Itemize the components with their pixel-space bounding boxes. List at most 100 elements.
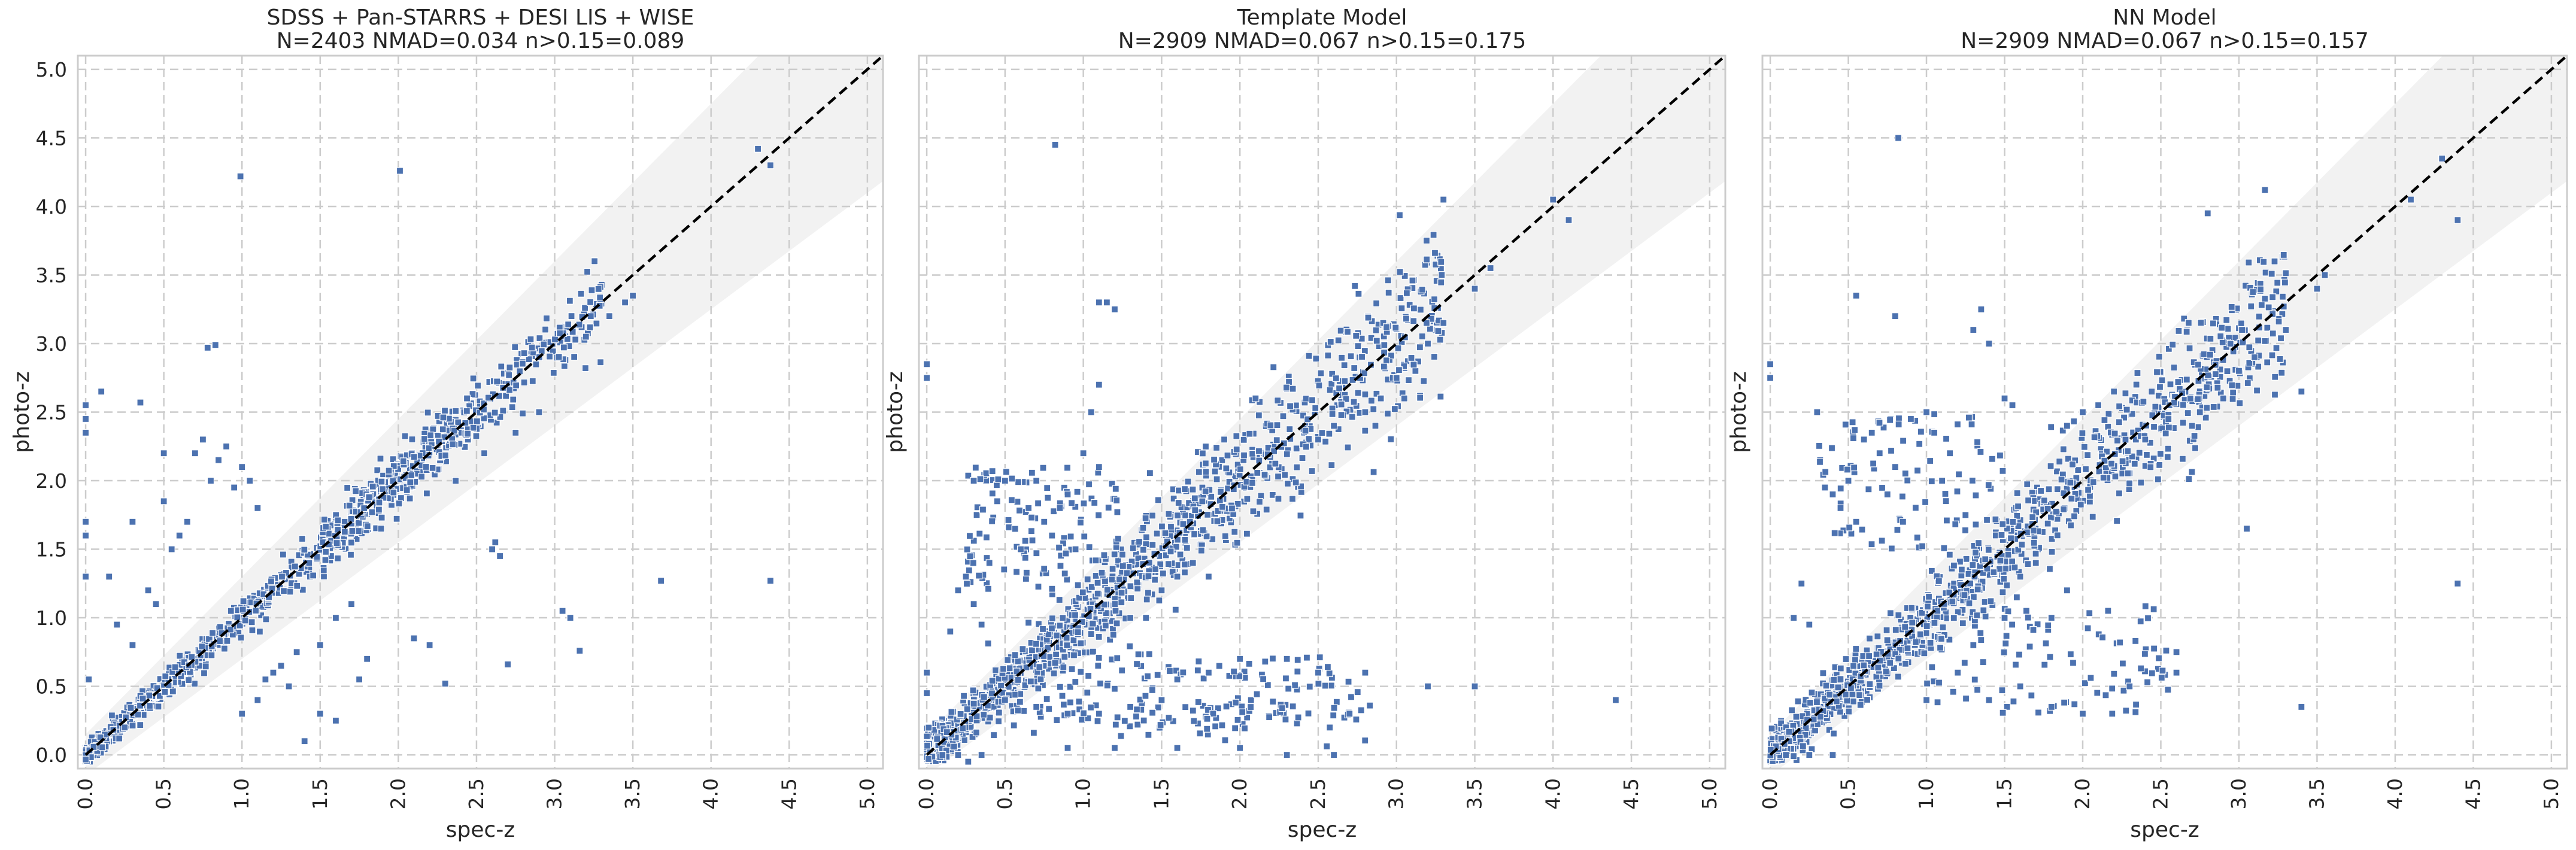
scatter-point [1979, 658, 1987, 666]
scatter-point [1294, 667, 1301, 675]
scatter-point [2116, 639, 2124, 646]
scatter-point [1001, 696, 1009, 704]
scatter-point [2164, 445, 2172, 453]
scatter-point [2156, 450, 2164, 458]
scatter-point [1372, 422, 1379, 430]
scatter-point [1126, 642, 1134, 650]
scatter-point [1612, 696, 1620, 704]
scatter-point [1299, 412, 1307, 420]
scatter-point [754, 145, 762, 153]
scatter-point [2223, 368, 2231, 375]
scatter-point [2272, 287, 2280, 295]
scatter-point [211, 341, 219, 349]
scatter-point [254, 504, 262, 512]
scatter-point [293, 582, 301, 590]
scatter-point [1931, 619, 1938, 627]
scatter-point [1913, 467, 1922, 475]
scatter-point [1095, 381, 1103, 388]
scatter-point [2190, 432, 2198, 440]
x-tick-label: 2.5 [2149, 778, 2172, 809]
scatter-point [532, 360, 540, 368]
scatter-point [1402, 315, 1410, 323]
scatter-point [2269, 330, 2277, 338]
scatter-points [1766, 134, 2462, 766]
x-tick-label: 0.0 [915, 778, 938, 809]
scatter-point [1430, 231, 1437, 239]
scatter-point [1886, 659, 1894, 667]
scatter-point [1317, 369, 1325, 377]
scatter-point [2173, 648, 2180, 656]
scatter-point [1395, 366, 1403, 374]
scatter-point [1051, 659, 1059, 667]
scatter-point [1370, 405, 1377, 413]
scatter-point [2219, 394, 2227, 402]
scatter-point [924, 755, 933, 763]
scatter-point [322, 523, 330, 530]
scatter-point [1134, 721, 1142, 728]
scatter-point [1214, 507, 1222, 515]
scatter-point [2068, 460, 2077, 468]
scatter-point [1112, 721, 1119, 728]
scatter-point [2044, 505, 2052, 512]
scatter-point [1060, 663, 1067, 671]
scatter-point [1876, 682, 1883, 690]
scatter-point [587, 298, 594, 306]
scatter-point [347, 539, 356, 547]
scatter-point [2047, 462, 2055, 470]
scatter-point [560, 344, 568, 351]
scatter-point [2116, 402, 2123, 410]
scatter-point [1330, 712, 1337, 720]
scatter-point [223, 442, 230, 450]
scatter-point [1199, 526, 1207, 534]
scatter-point [1275, 494, 1282, 503]
scatter-point [1866, 680, 1874, 688]
scatter-point [1822, 682, 1830, 690]
scatter-point [1200, 675, 1207, 682]
scatter-point [1034, 685, 1042, 693]
scatter-point [1361, 669, 1369, 676]
scatter-point [1933, 613, 1941, 621]
scatter-point [1165, 714, 1173, 722]
scatter-point [1048, 585, 1056, 593]
scatter-point [269, 669, 277, 676]
scatter-point [161, 688, 169, 696]
scatter-point [2058, 475, 2065, 484]
scatter-point [1997, 557, 2004, 564]
scatter-point [1416, 306, 1425, 314]
scatter-point [1057, 562, 1064, 570]
scatter-point [1324, 351, 1332, 359]
scatter-point [1092, 557, 1100, 564]
y-tick-label: 5.0 [36, 58, 67, 81]
chart-title: NN Model [2113, 5, 2216, 30]
scatter-point [1904, 645, 1911, 652]
scatter-point [1985, 339, 1993, 348]
scatter-point [1016, 698, 1024, 706]
scatter-point [424, 409, 432, 417]
scatter-point [2194, 395, 2202, 403]
scatter-point [966, 552, 974, 560]
scatter-point [1139, 546, 1147, 554]
scatter-point [2001, 394, 2008, 402]
scatter-point [1316, 654, 1324, 661]
scatter-point [509, 396, 517, 403]
scatter-point [2167, 381, 2174, 388]
scatter-point [1170, 494, 1178, 502]
scatter-point [410, 635, 418, 642]
scatter-point [1878, 484, 1886, 492]
scatter-point [1423, 256, 1431, 263]
scatter-point [1148, 686, 1156, 694]
scatter-point [1396, 268, 1404, 276]
scatter-point [1126, 614, 1134, 622]
scatter-point [316, 710, 324, 718]
x-tick-label: 1.0 [1914, 778, 1938, 809]
scatter-point [1355, 290, 1363, 298]
scatter-point [993, 497, 1001, 505]
scatter-point [1248, 479, 1257, 487]
scatter-point [85, 676, 93, 684]
scatter-point [1789, 752, 1798, 760]
scatter-point [2034, 709, 2043, 717]
scatter-point [2102, 691, 2110, 699]
scatter-point [1930, 429, 1938, 436]
scatter-point [82, 755, 90, 763]
scatter-point [1876, 450, 1883, 457]
